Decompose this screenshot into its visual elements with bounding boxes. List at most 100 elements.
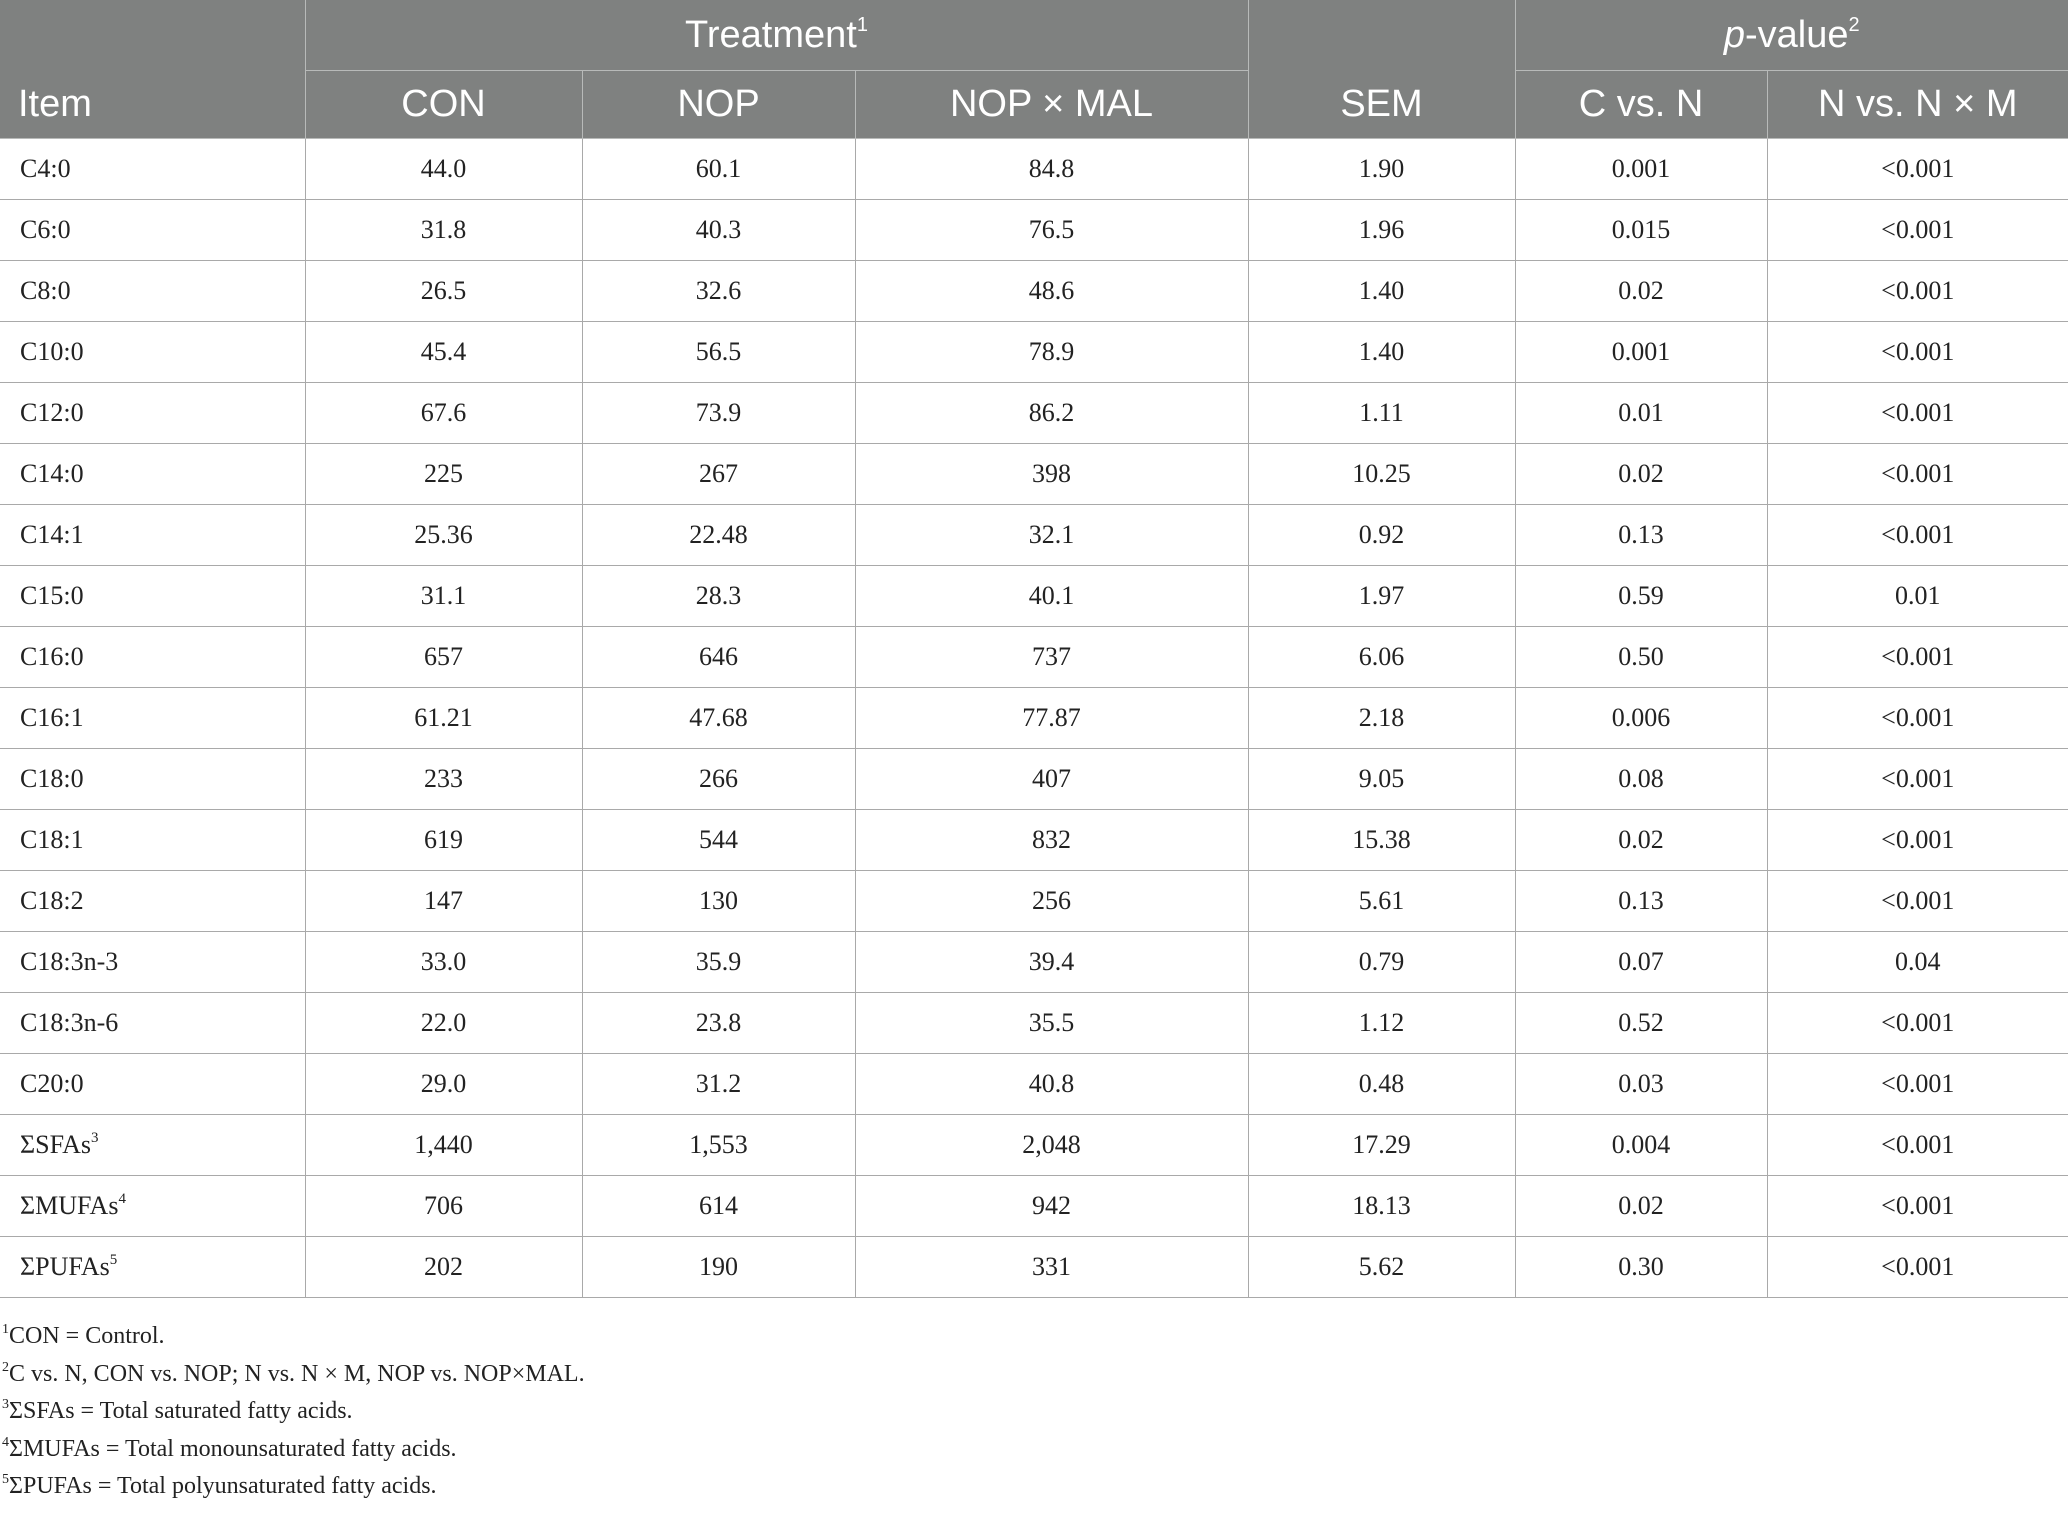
header-treatment-footnote-mark: 1 — [856, 13, 868, 36]
item-label: C16:0 — [20, 642, 84, 671]
cell-nop: 31.2 — [582, 1053, 856, 1115]
table-body: C4:0 44.0 60.1 84.8 1.90 0.001 <0.001 C6:0 31.8 4… — [0, 138, 2068, 1298]
table-row: ΣPUFAs5 202 190 331 5.62 0.30 <0.001 — [0, 1236, 2068, 1298]
cell-n-vs-nm: <0.001 — [1767, 138, 2068, 200]
cell-nop: 544 — [582, 809, 856, 871]
table-row: C6:0 31.8 40.3 76.5 1.96 0.015 <0.001 — [0, 199, 2068, 261]
cell-sem: 1.96 — [1248, 199, 1516, 261]
cell-nop-mal: 86.2 — [855, 382, 1249, 444]
cell-con: 31.1 — [305, 565, 583, 627]
item-label: C18:1 — [20, 825, 84, 854]
item-label: C10:0 — [20, 337, 84, 366]
cell-sem: 9.05 — [1248, 748, 1516, 810]
item-footnote-mark: 4 — [118, 1191, 126, 1208]
cell-con: 67.6 — [305, 382, 583, 444]
item-label: C18:3n-6 — [20, 1008, 119, 1037]
cell-sem: 5.61 — [1248, 870, 1516, 932]
header-pvalue-group: p-value2 — [1515, 0, 2068, 71]
cell-sem: 0.79 — [1248, 931, 1516, 993]
cell-con: 29.0 — [305, 1053, 583, 1115]
cell-item: ΣSFAs3 — [0, 1114, 306, 1176]
item-label: C8:0 — [20, 276, 71, 305]
cell-item: C16:0 — [0, 626, 306, 688]
cell-item: C8:0 — [0, 260, 306, 322]
table-row: C8:0 26.5 32.6 48.6 1.40 0.02 <0.001 — [0, 260, 2068, 322]
cell-c-vs-n: 0.07 — [1515, 931, 1768, 993]
cell-con: 44.0 — [305, 138, 583, 200]
footnote-text: C vs. N, CON vs. NOP; N vs. N × M, NOP v… — [9, 1360, 585, 1387]
table-row: C14:0 225 267 398 10.25 0.02 <0.001 — [0, 443, 2068, 505]
cell-n-vs-nm: <0.001 — [1767, 1236, 2068, 1298]
table-row: C16:1 61.21 47.68 77.87 2.18 0.006 <0.001 — [0, 687, 2068, 749]
cell-nop-mal: 76.5 — [855, 199, 1249, 261]
cell-nop-mal: 398 — [855, 443, 1249, 505]
footnote-text: ΣSFAs = Total saturated fatty acids. — [9, 1398, 353, 1424]
cell-c-vs-n: 0.02 — [1515, 443, 1768, 505]
cell-con: 25.36 — [305, 504, 583, 566]
header-item: Item — [0, 0, 306, 139]
footnote: 3ΣSFAs = Total saturated fatty acids. — [0, 1393, 2068, 1431]
cell-n-vs-nm: <0.001 — [1767, 1114, 2068, 1176]
cell-n-vs-nm: <0.001 — [1767, 992, 2068, 1054]
header-col-n-vs-nm: N vs. N × M — [1767, 70, 2068, 139]
cell-item: C15:0 — [0, 565, 306, 627]
fatty-acid-table: Item Treatment1 p-value2 CON NOP NOP × M… — [0, 0, 2068, 1298]
cell-con: 45.4 — [305, 321, 583, 383]
cell-con: 61.21 — [305, 687, 583, 749]
cell-sem: 5.62 — [1248, 1236, 1516, 1298]
header-col-c-vs-n: C vs. N — [1515, 70, 1768, 139]
cell-con: 26.5 — [305, 260, 583, 322]
cell-nop-mal: 84.8 — [855, 138, 1249, 200]
cell-item: C12:0 — [0, 382, 306, 444]
item-label: C14:1 — [20, 520, 84, 549]
cell-item: C18:3n-6 — [0, 992, 306, 1054]
cell-n-vs-nm: <0.001 — [1767, 321, 2068, 383]
item-label: C6:0 — [20, 215, 71, 244]
table-row: C15:0 31.1 28.3 40.1 1.97 0.59 0.01 — [0, 565, 2068, 627]
footnote-text: ΣMUFAs = Total monounsaturated fatty aci… — [9, 1435, 457, 1462]
cell-c-vs-n: 0.001 — [1515, 138, 1768, 200]
cell-nop: 1,553 — [582, 1114, 856, 1176]
table-row: C16:0 657 646 737 6.06 0.50 <0.001 — [0, 626, 2068, 688]
cell-n-vs-nm: <0.001 — [1767, 199, 2068, 261]
cell-n-vs-nm: 0.04 — [1767, 931, 2068, 993]
footnote: 4ΣMUFAs = Total monounsaturated fatty ac… — [0, 1431, 2068, 1469]
table-row: C14:1 25.36 22.48 32.1 0.92 0.13 <0.001 — [0, 504, 2068, 566]
cell-con: 202 — [305, 1236, 583, 1298]
cell-c-vs-n: 0.13 — [1515, 870, 1768, 932]
cell-n-vs-nm: <0.001 — [1767, 1175, 2068, 1237]
cell-nop: 22.48 — [582, 504, 856, 566]
cell-nop-mal: 35.5 — [855, 992, 1249, 1054]
cell-nop-mal: 32.1 — [855, 504, 1249, 566]
cell-n-vs-nm: <0.001 — [1767, 809, 2068, 871]
cell-item: C16:1 — [0, 687, 306, 749]
header-row-columns: CON NOP NOP × MAL SEM C vs. N N vs. N × … — [0, 70, 2068, 139]
cell-item: C4:0 — [0, 138, 306, 200]
table-row: C18:0 233 266 407 9.05 0.08 <0.001 — [0, 748, 2068, 810]
cell-item: C14:1 — [0, 504, 306, 566]
cell-nop-mal: 256 — [855, 870, 1249, 932]
cell-nop: 130 — [582, 870, 856, 932]
cell-item: C18:2 — [0, 870, 306, 932]
cell-nop-mal: 39.4 — [855, 931, 1249, 993]
header-item-label: Item — [18, 83, 92, 125]
table-row: C18:3n-6 22.0 23.8 35.5 1.12 0.52 <0.001 — [0, 992, 2068, 1054]
cell-c-vs-n: 0.02 — [1515, 1175, 1768, 1237]
cell-con: 619 — [305, 809, 583, 871]
cell-sem: 18.13 — [1248, 1175, 1516, 1237]
item-label: C12:0 — [20, 398, 84, 427]
cell-sem: 1.40 — [1248, 321, 1516, 383]
cell-item: ΣMUFAs4 — [0, 1175, 306, 1237]
item-footnote-mark: 5 — [109, 1252, 118, 1269]
cell-nop-mal: 78.9 — [855, 321, 1249, 383]
cell-nop: 32.6 — [582, 260, 856, 322]
footnote: 2C vs. N, CON vs. NOP; N vs. N × M, NOP … — [0, 1356, 2068, 1394]
cell-c-vs-n: 0.08 — [1515, 748, 1768, 810]
cell-sem: 1.40 — [1248, 260, 1516, 322]
cell-item: C18:1 — [0, 809, 306, 871]
table-row: ΣMUFAs4 706 614 942 18.13 0.02 <0.001 — [0, 1175, 2068, 1237]
header-col-nop: NOP — [582, 70, 856, 139]
cell-nop: 73.9 — [582, 382, 856, 444]
item-label: ΣSFAs — [20, 1130, 92, 1159]
header-treatment-group: Treatment1 — [305, 0, 1249, 71]
